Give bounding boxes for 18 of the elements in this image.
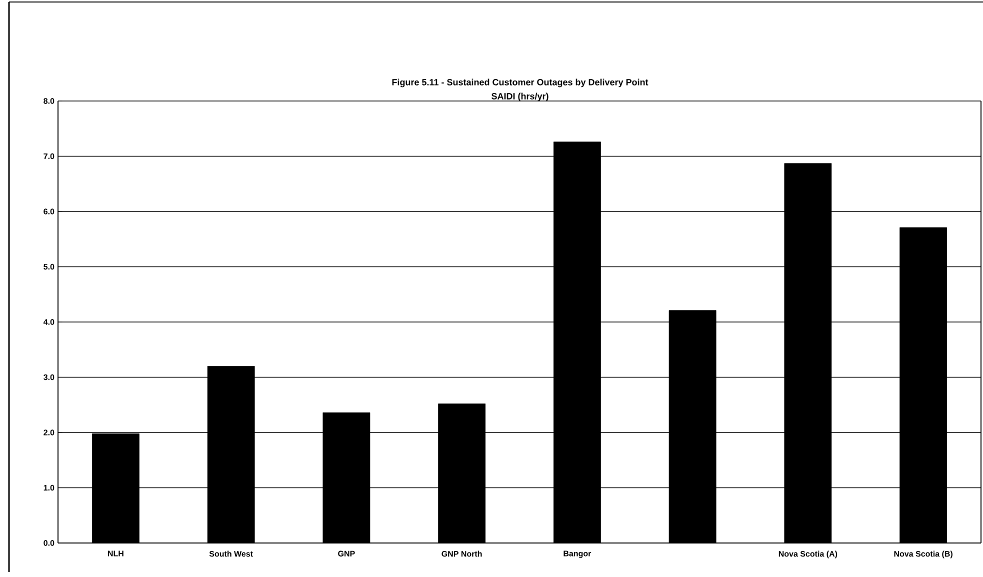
- chart-subtitle: SAIDI (hrs/yr): [492, 92, 548, 102]
- y-tick-label: 5.0: [44, 264, 54, 270]
- y-tick-label: 0.0: [44, 540, 54, 546]
- y-tick-label: 2.0: [44, 430, 54, 436]
- y-tick-label: 1.0: [44, 484, 54, 491]
- x-tick-label: GNP: [338, 550, 355, 556]
- chart-title: Figure 5.11 - Sustained Customer Outages by Delivery Point: [392, 78, 648, 88]
- y-tick-label: 7.0: [44, 153, 54, 160]
- x-tick-label: NLH: [108, 550, 124, 556]
- y-tick-label: 4.0: [43, 319, 54, 325]
- y-tick-label: 3.0: [44, 374, 54, 380]
- x-tick-label: Nova Scotia (B): [894, 550, 952, 558]
- x-tick-label: Bangor: [564, 550, 592, 558]
- x-tick-label: GNP North: [442, 550, 482, 557]
- x-tick-label: Nova Scotia (A): [778, 550, 838, 558]
- x-tick-label: South West: [209, 550, 253, 557]
- y-tick-label: 6.0: [44, 208, 54, 214]
- y-tick-label: 8.0: [44, 98, 54, 104]
